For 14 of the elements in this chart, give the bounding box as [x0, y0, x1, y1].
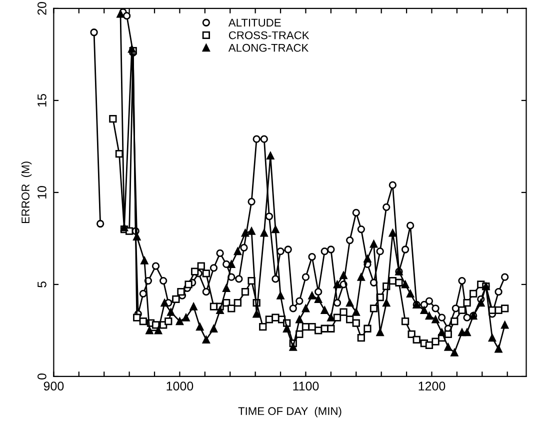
y-tick-label: 20 — [38, 2, 46, 15]
legend-label: CROSS-TRACK — [228, 31, 310, 40]
y-tick-label: 0 — [38, 373, 46, 380]
y-axis-title: ERROR (M) — [21, 162, 32, 224]
legend-label: ALONG-TRACK — [228, 44, 309, 52]
x-axis-title: TIME OF DAY (MIN) — [238, 406, 342, 418]
x-tick-label: 1200 — [418, 382, 446, 391]
x-tick-label: 900 — [44, 382, 64, 391]
y-tick-label: 5 — [38, 282, 46, 288]
y-tick-label: 10 — [38, 186, 46, 198]
x-tick-label: 1000 — [166, 382, 194, 391]
legend-label: ALTITUDE — [228, 18, 281, 27]
x-tick-label: 1100 — [293, 382, 319, 391]
y-tick-label: 15 — [38, 94, 46, 106]
